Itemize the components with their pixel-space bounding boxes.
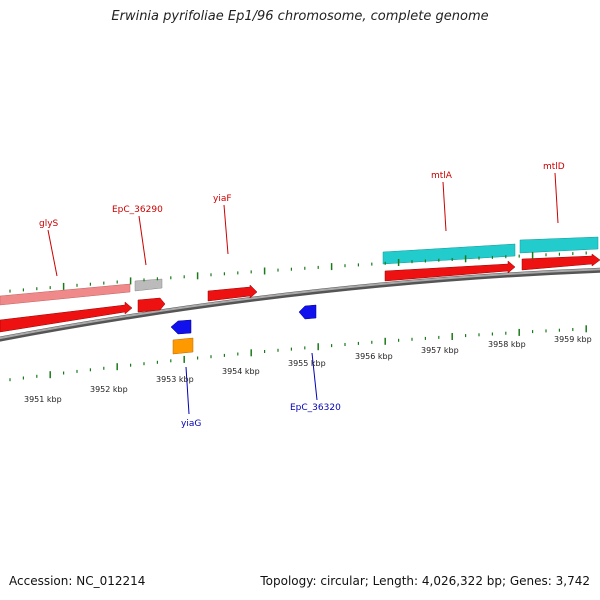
- gene-label-yiaF: yiaF: [213, 194, 232, 204]
- tick-label: 3957 kbp: [421, 346, 459, 355]
- line-EpC_36320: [311, 352, 318, 401]
- tick-label: 3958 kbp: [488, 340, 526, 349]
- accession-text: Accession: NC_012214: [9, 574, 146, 588]
- gene-glyS[interactable]: [0, 283, 131, 306]
- cds-yiaG[interactable]: [170, 319, 192, 335]
- cds-forward-track: [0, 253, 600, 333]
- tick-label: 3953 kbp: [156, 375, 194, 384]
- cds-mtlA[interactable]: [384, 260, 516, 282]
- gene-label-EpC_36320: EpC_36320: [290, 403, 341, 413]
- gene-label-EpC_36290: EpC_36290: [112, 205, 163, 215]
- gene-label-mtlD: mtlD: [543, 162, 565, 172]
- cds-EpC_36320[interactable]: [298, 304, 317, 320]
- line-mtlD: [554, 172, 559, 224]
- cds-yiaF[interactable]: [207, 284, 258, 302]
- tick-label: 3959 kbp: [554, 335, 592, 344]
- line-EpC_36290: [138, 215, 147, 266]
- gene-label-glyS: glyS: [39, 219, 59, 229]
- backbone-arc: [0, 267, 600, 342]
- line-yiaF: [223, 204, 229, 255]
- line-mtlA: [442, 181, 447, 232]
- tick-label: 3952 kbp: [90, 385, 128, 394]
- tick-label: 3955 kbp: [288, 359, 326, 368]
- tick-label: 3951 kbp: [24, 395, 62, 404]
- label-lines: [47, 172, 559, 415]
- gene-labels: glyS EpC_36290 yiaF mtlA mtlD yiaG EpC_3…: [39, 162, 565, 429]
- cds-glyS[interactable]: [0, 301, 133, 333]
- cds-mtlD[interactable]: [521, 253, 600, 271]
- tick-marks-inner: [9, 325, 587, 382]
- line-yiaG: [185, 366, 190, 415]
- gene-mtlD[interactable]: [519, 236, 599, 254]
- tick-marks-outer: [9, 251, 587, 293]
- gene-track: [0, 236, 599, 306]
- tick-labels: 3951 kbp 3952 kbp 3953 kbp 3954 kbp 3955…: [24, 335, 592, 404]
- tick-label: 3956 kbp: [355, 352, 393, 361]
- gene-EpC_36290[interactable]: [134, 278, 163, 292]
- map-title: Erwinia pyrifoliae Ep1/96 chromosome, co…: [111, 9, 489, 24]
- line-glyS: [47, 229, 58, 277]
- cds-EpC_36290[interactable]: [137, 297, 166, 313]
- gene-label-yiaG: yiaG: [181, 419, 201, 429]
- reverse-track: [170, 304, 317, 355]
- gene-mtlA[interactable]: [382, 243, 516, 265]
- tick-label: 3954 kbp: [222, 367, 260, 376]
- backbone-arc-highlight: [0, 268, 600, 340]
- gene-label-mtlA: mtlA: [431, 171, 453, 181]
- topology-text: Topology: circular; Length: 4,026,322 bp…: [260, 574, 590, 588]
- gene-yiaG[interactable]: [172, 337, 194, 355]
